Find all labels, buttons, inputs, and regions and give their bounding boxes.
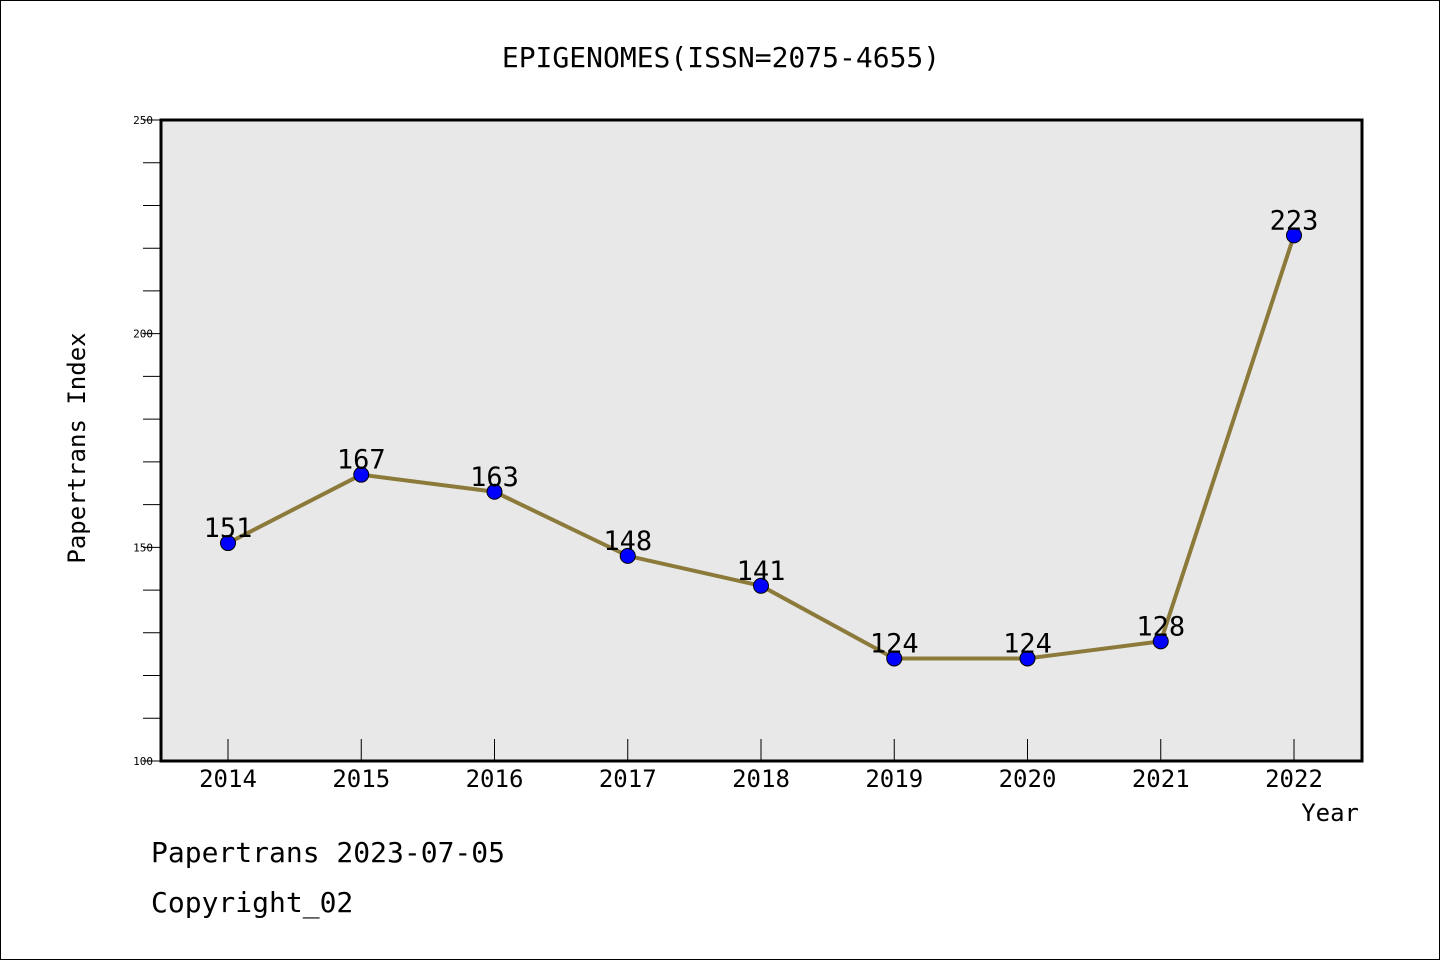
data-label: 163 [470, 462, 519, 493]
x-tick-label: 2022 [1265, 765, 1323, 793]
y-axis: 100 150 200 250 [133, 114, 161, 768]
data-point [619, 547, 636, 564]
y-tick-label: 250 [133, 114, 153, 127]
x-tick-label: 2020 [999, 765, 1057, 793]
x-tick-label: 2019 [865, 765, 923, 793]
data-point [753, 577, 769, 594]
data-point [220, 535, 236, 552]
y-tick-label: 150 [133, 541, 153, 554]
y-tick-label: 200 [133, 328, 153, 341]
data-label: 148 [603, 526, 652, 557]
data-points [220, 227, 1302, 667]
data-point [886, 650, 903, 667]
data-label: 151 [204, 513, 253, 544]
data-point [353, 466, 370, 483]
data-point [1152, 633, 1169, 650]
x-tick-label: 2015 [332, 765, 390, 793]
y-tick-label: 100 [133, 755, 153, 768]
data-label: 167 [337, 445, 386, 476]
data-label: 141 [737, 556, 786, 587]
x-axis-label: Year [1301, 799, 1359, 827]
footer-copyright: Copyright_02 [151, 886, 354, 919]
data-label: 128 [1136, 611, 1185, 642]
data-point [1019, 650, 1036, 667]
plot-area [161, 120, 1362, 761]
x-tick-label: 2016 [466, 765, 524, 793]
x-tick-label: 2018 [732, 765, 790, 793]
data-label: 124 [870, 628, 919, 659]
x-tick-label: 2021 [1132, 765, 1190, 793]
data-point [1286, 227, 1302, 244]
y-axis-label: Papertrans Index [63, 332, 91, 563]
chart-title: EPIGENOMES(ISSN=2075-4655) [502, 41, 940, 74]
data-labels: 151 167 163 148 141 124 124 128 223 [204, 205, 1319, 659]
plot-border [159, 118, 1364, 763]
footer-date: Papertrans 2023-07-05 [151, 836, 506, 869]
x-tick-label: 2014 [199, 765, 257, 793]
x-tick-label: 2017 [599, 765, 657, 793]
x-axis: 2014 2015 2016 2017 2018 2019 2020 2021 2022 [199, 739, 1323, 793]
data-point [486, 483, 503, 500]
data-label: 124 [1003, 628, 1052, 659]
data-label: 223 [1270, 205, 1319, 236]
